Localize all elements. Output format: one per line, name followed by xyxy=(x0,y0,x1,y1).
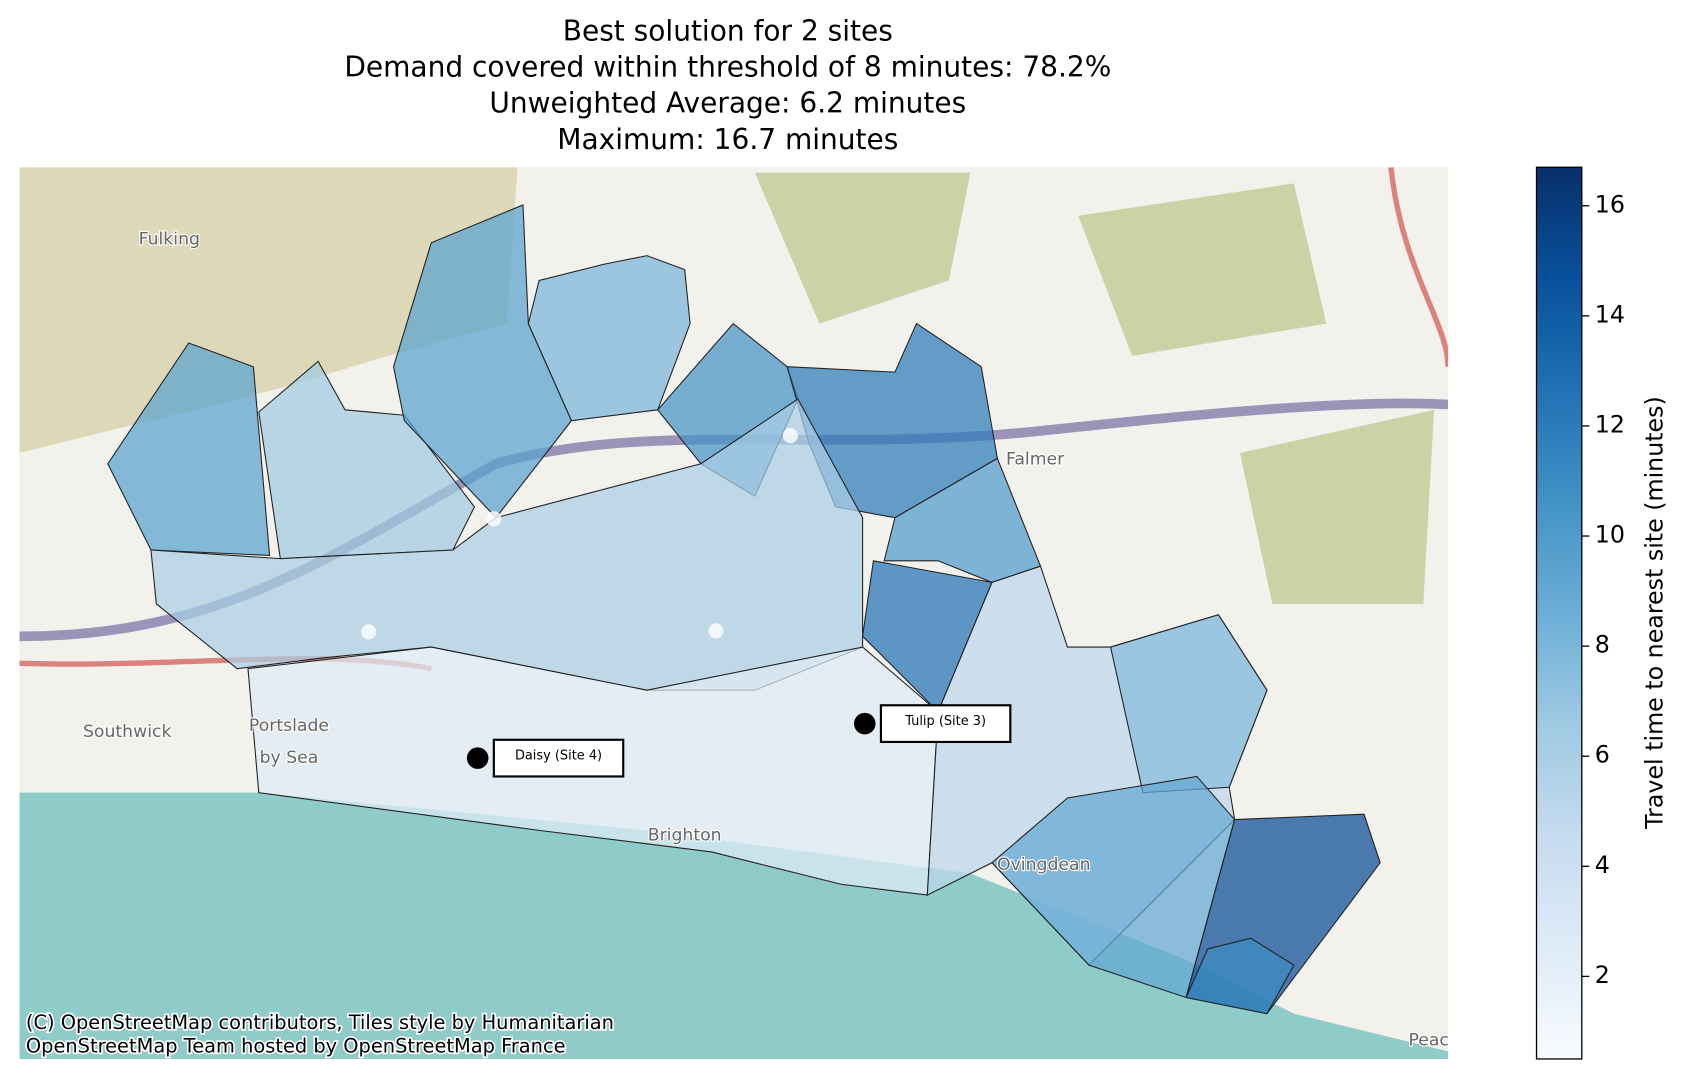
place-label: by Sea xyxy=(260,748,319,768)
place-label: Peac xyxy=(1408,1031,1448,1051)
site-marker xyxy=(466,747,489,769)
site-marker xyxy=(853,712,876,735)
place-label: Southwick xyxy=(83,722,172,742)
tick-label: 4 xyxy=(1595,851,1610,879)
region xyxy=(1109,614,1268,794)
candidate-site xyxy=(486,511,502,527)
chart-title: Maximum: 16.7 minutes xyxy=(557,123,898,156)
regions xyxy=(107,204,1381,1015)
tick-label: 6 xyxy=(1595,741,1610,769)
chart-title: Unweighted Average: 6.2 minutes xyxy=(489,87,966,120)
site-label: Tulip (Site 3) xyxy=(904,714,986,729)
region xyxy=(527,255,691,422)
downs xyxy=(754,172,1435,604)
fields xyxy=(19,167,518,453)
place-label: Falmer xyxy=(1006,449,1065,469)
region xyxy=(1185,937,1295,1015)
sea xyxy=(19,792,1449,1059)
place-label: Brighton xyxy=(648,826,722,846)
site-label-box xyxy=(879,704,1012,744)
candidate-site xyxy=(361,624,377,640)
colorbar-label: Travel time to nearest site (minutes) xyxy=(1641,396,1669,830)
candidate-site xyxy=(782,428,798,444)
attribution: (C) OpenStreetMap contributors, Tiles st… xyxy=(26,1011,614,1034)
tick-label: 12 xyxy=(1595,410,1625,438)
attribution: OpenStreetMap Team hosted by OpenStreetM… xyxy=(26,1035,566,1058)
tick-label: 8 xyxy=(1595,631,1610,659)
site-label-box xyxy=(492,738,625,778)
tick-label: 10 xyxy=(1595,521,1625,549)
region xyxy=(107,342,271,556)
place-label: Fulking xyxy=(139,229,200,249)
site-label: Daisy (Site 4) xyxy=(515,748,602,763)
labels: Fulking Southwick Portslade by Sea Brighton F… xyxy=(82,228,1450,1051)
chart-title: Demand covered within threshold of 8 min… xyxy=(344,51,1111,84)
place-label: Ovingdean xyxy=(997,855,1091,875)
tick-label: 14 xyxy=(1595,300,1625,328)
tick-label: 16 xyxy=(1595,190,1625,218)
tick-label: 2 xyxy=(1595,961,1610,989)
place-label: Portslade xyxy=(249,716,329,736)
candidate-site xyxy=(708,623,724,639)
chart-title: Best solution for 2 sites xyxy=(563,14,893,47)
colorbar xyxy=(1535,166,1583,1060)
